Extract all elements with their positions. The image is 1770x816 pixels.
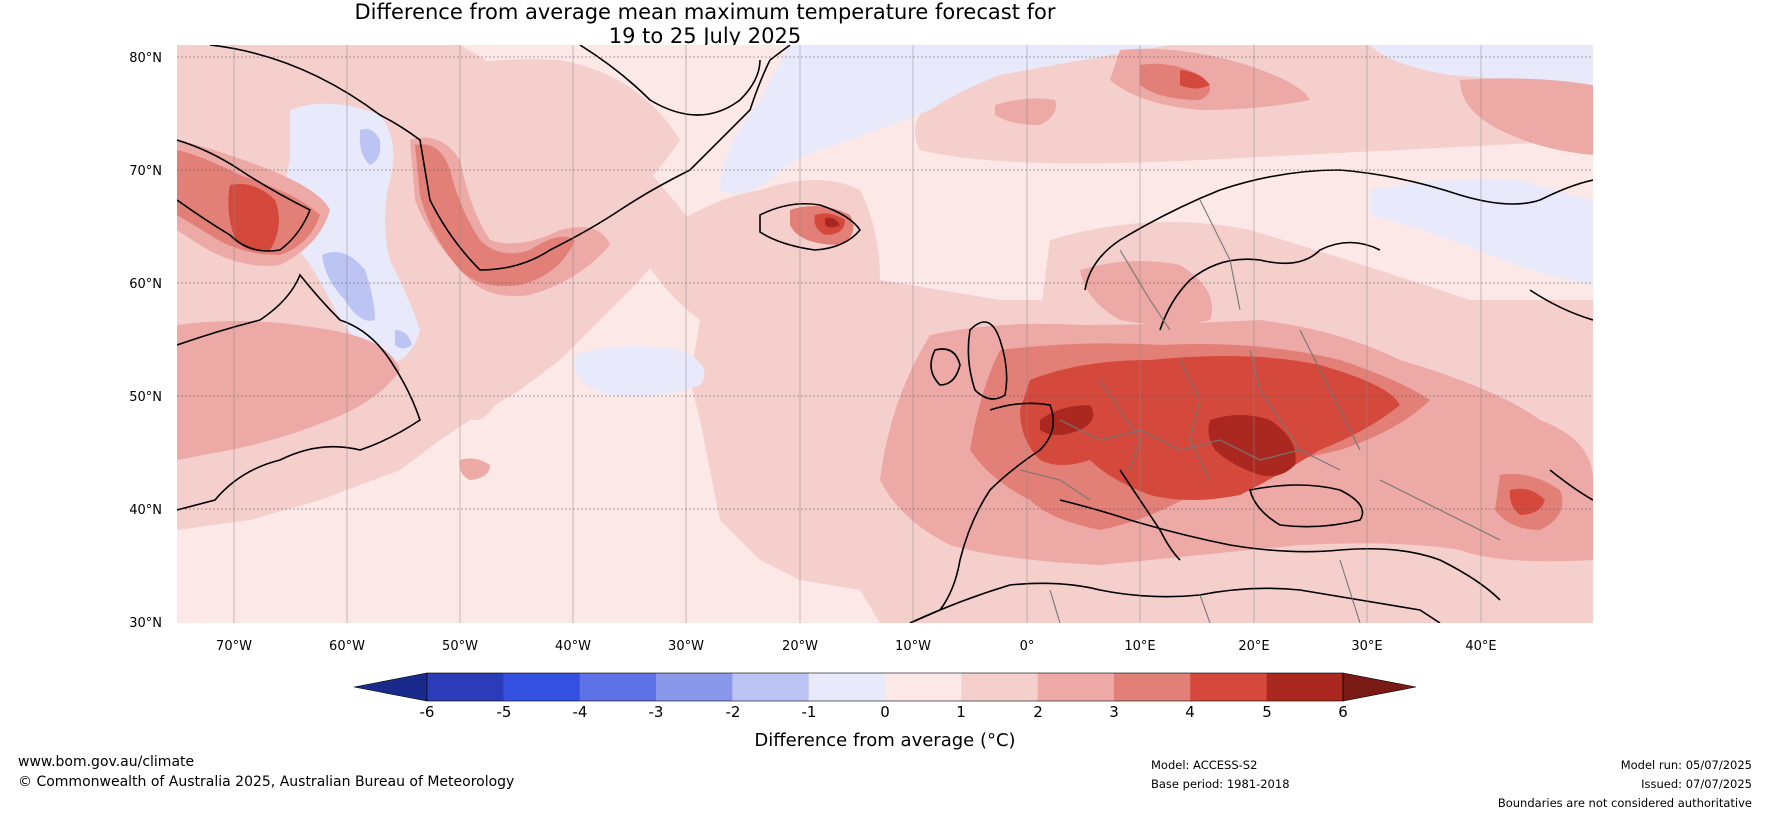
website-text: www.bom.gov.au/climate xyxy=(18,754,195,770)
model-run-text: Model run: 05/07/2025 xyxy=(1620,758,1752,772)
colorbar-tick-labels: -6 -5 -4 -3 -2 -1 0 1 2 3 4 5 6 xyxy=(420,703,1348,721)
colorbar xyxy=(353,672,1417,702)
title-line-2: 19 to 25 July 2025 xyxy=(608,24,802,48)
colorbar-outline xyxy=(426,672,1344,702)
colorbar-segment xyxy=(655,673,733,701)
chart-title: Difference from average mean maximum tem… xyxy=(0,0,1410,48)
map-area xyxy=(177,45,1593,623)
longitude-labels: 70°W 60°W 50°W 40°W 30°W 20°W 10°W 0° 10… xyxy=(216,639,1497,654)
base-period-text: Base period: 1981-2018 xyxy=(1151,777,1290,791)
lon-label-40w: 40°W xyxy=(555,639,591,654)
coastlines xyxy=(177,45,1593,623)
lat-label-50n: 50°N xyxy=(129,390,162,405)
graticule xyxy=(177,56,1593,510)
colorbar-tick: 3 xyxy=(1109,703,1119,721)
colorbar-segment xyxy=(427,673,504,701)
colorbar-tick: 6 xyxy=(1338,703,1348,721)
title-line-1: Difference from average mean maximum tem… xyxy=(354,0,1056,24)
latitude-labels: 80°N 70°N 60°N 50°N 40°N 30°N xyxy=(129,51,162,631)
colorbar-segment xyxy=(1037,673,1115,701)
colorbar-segment xyxy=(1113,673,1191,701)
colorbar-tick: -5 xyxy=(497,703,512,721)
meridians xyxy=(233,45,1482,623)
colorbar-tick: -1 xyxy=(802,703,817,721)
lon-label-0: 0° xyxy=(1020,639,1035,654)
copyright-text: © Commonwealth of Australia 2025, Austra… xyxy=(18,774,515,790)
colorbar-tick: -2 xyxy=(726,703,741,721)
country-borders xyxy=(1019,199,1501,623)
lon-label-50w: 50°W xyxy=(442,639,478,654)
lon-label-10w: 10°W xyxy=(895,639,931,654)
colorbar-tick: 1 xyxy=(956,703,966,721)
lon-label-40e: 40°E xyxy=(1465,639,1496,654)
lon-label-60w: 60°W xyxy=(329,639,365,654)
lon-label-70w: 70°W xyxy=(216,639,252,654)
colorbar-extend-high xyxy=(1342,672,1417,702)
lon-label-30e: 30°E xyxy=(1351,639,1382,654)
colorbar-segment xyxy=(808,673,886,701)
lat-label-40n: 40°N xyxy=(129,503,162,518)
colorbar-tick: -4 xyxy=(573,703,588,721)
colorbar-segment xyxy=(961,673,1039,701)
lon-label-20e: 20°E xyxy=(1238,639,1269,654)
lat-label-80n: 80°N xyxy=(129,51,162,66)
colorbar-tick: 2 xyxy=(1033,703,1043,721)
colorbar-segment xyxy=(884,673,962,701)
colorbar-segment xyxy=(1190,673,1268,701)
colorbar-segment xyxy=(732,673,810,701)
colorbar-tick: 4 xyxy=(1185,703,1195,721)
lat-label-30n: 30°N xyxy=(129,616,162,631)
lon-label-30w: 30°W xyxy=(668,639,704,654)
lat-label-70n: 70°N xyxy=(129,164,162,179)
disclaimer-text: Boundaries are not considered authoritat… xyxy=(1497,796,1752,810)
colorbar-tick: -3 xyxy=(649,703,664,721)
model-text: Model: ACCESS-S2 xyxy=(1151,758,1258,772)
lon-label-10e: 10°E xyxy=(1124,639,1155,654)
colorbar-tick: -6 xyxy=(420,703,435,721)
lat-label-60n: 60°N xyxy=(129,277,162,292)
lon-label-20w: 20°W xyxy=(782,639,818,654)
colorbar-extend-low xyxy=(353,672,428,702)
anomaly-neg-1 xyxy=(322,128,412,349)
colorbar-segment xyxy=(579,673,657,701)
colorbar-label: Difference from average (°C) xyxy=(754,730,1015,751)
colorbar-tick: 0 xyxy=(880,703,890,721)
colorbar-segment xyxy=(1266,673,1344,701)
issued-text: Issued: 07/07/2025 xyxy=(1641,777,1752,791)
colorbar-tick: 5 xyxy=(1262,703,1272,721)
colorbar-segment xyxy=(503,673,581,701)
